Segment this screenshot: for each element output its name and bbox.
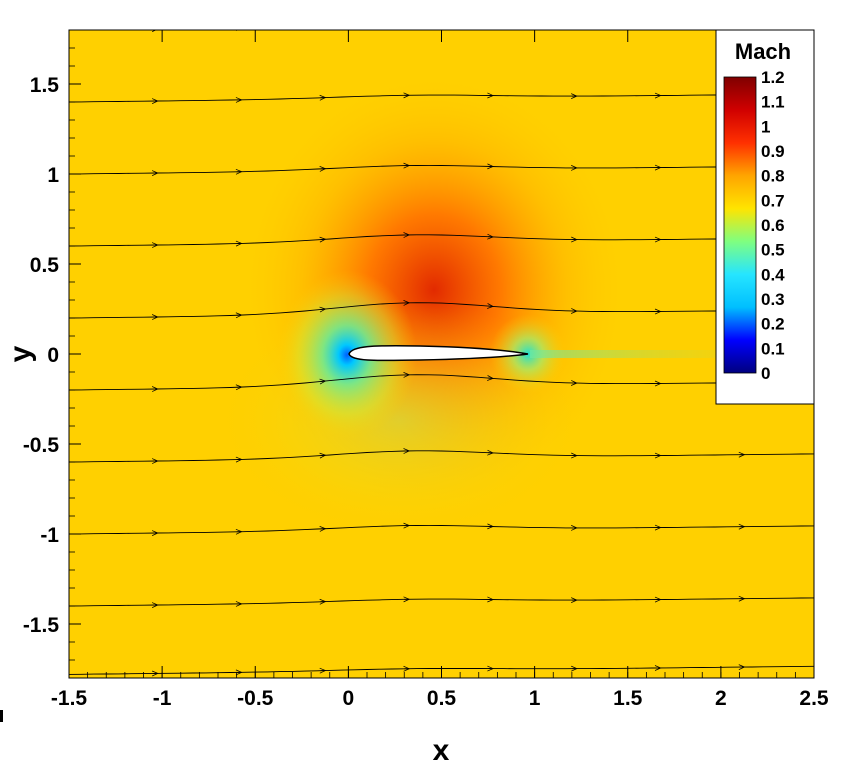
- leading-edge-stagnation-region: [277, 270, 417, 440]
- streamline: [69, 524, 814, 535]
- y-tick-label: 1.5: [30, 74, 60, 97]
- colorbar-label: 0.1: [761, 339, 785, 358]
- streamline: [69, 302, 814, 319]
- colorbar-label: 0.4: [761, 265, 785, 284]
- y-tick-label: 1: [47, 164, 59, 187]
- legend-title: Mach: [735, 39, 791, 64]
- y-tick-label: -1: [40, 524, 59, 547]
- x-tick-label: 1.5: [613, 687, 643, 710]
- x-tick-label: 2.5: [799, 687, 829, 710]
- colorbar-label: 0: [761, 364, 770, 383]
- corner-mark: [0, 710, 3, 722]
- colorbar-label: 1.1: [761, 93, 785, 112]
- colorbar-label: 0.3: [761, 290, 785, 309]
- airfoil: [348, 344, 529, 362]
- colorbar-label: 0.8: [761, 167, 785, 186]
- colorbar-labels: 1.2 1.1 1 0.9 0.8 0.7 0.6 0.5 0.4 0.3 0.2 0.1 0: [761, 68, 785, 383]
- colorbar-label: 0.6: [761, 216, 785, 235]
- x-tick-label: 0: [343, 687, 355, 710]
- plot-area: [69, 30, 814, 678]
- y-tick-label: -0.5: [23, 434, 60, 457]
- streamline: [69, 374, 814, 391]
- streamline: [69, 93, 814, 103]
- x-axis-title: x: [433, 734, 450, 764]
- x-tick-label: 0.5: [427, 687, 457, 710]
- x-tick-label: -1: [153, 687, 172, 710]
- y-ticks: 1.5 1 0.5 0 -0.5 -1 -1.5: [23, 74, 81, 637]
- y-tick-label: 0: [47, 344, 59, 367]
- colorbar-label: 0.7: [761, 191, 785, 210]
- streamlines: [69, 30, 814, 677]
- x-ticks: -1.5 -1 -0.5 0 0.5 1 1.5 2 2.5: [51, 30, 829, 710]
- x-tick-label: -0.5: [237, 687, 274, 710]
- x-tick-label: -1.5: [51, 687, 88, 710]
- y-tick-label: 0.5: [30, 254, 60, 277]
- colorbar-legend: Mach 1.2 1.1 1 0.9 0.8 0.7 0.6 0.5 0.4 0.3 0.2 0.1 0: [715, 29, 815, 405]
- wake-region: [530, 350, 814, 358]
- colorbar-label: 0.9: [761, 142, 785, 161]
- x-tick-label: 2: [715, 687, 727, 710]
- x-tick-label: 1: [529, 687, 541, 710]
- colorbar-label: 0.2: [761, 315, 785, 334]
- colorbar-label: 1.2: [761, 68, 785, 87]
- y-axis-title: y: [4, 345, 37, 362]
- colorbar-label: 0.5: [761, 241, 785, 260]
- streamline: [69, 234, 814, 247]
- streamline: [69, 597, 814, 607]
- colorbar-label: 1: [761, 117, 770, 136]
- streamline: [69, 30, 113, 31]
- streamline: [69, 450, 814, 463]
- streamline: [69, 164, 814, 175]
- colorbar: [723, 76, 757, 374]
- y-tick-label: -1.5: [23, 614, 60, 637]
